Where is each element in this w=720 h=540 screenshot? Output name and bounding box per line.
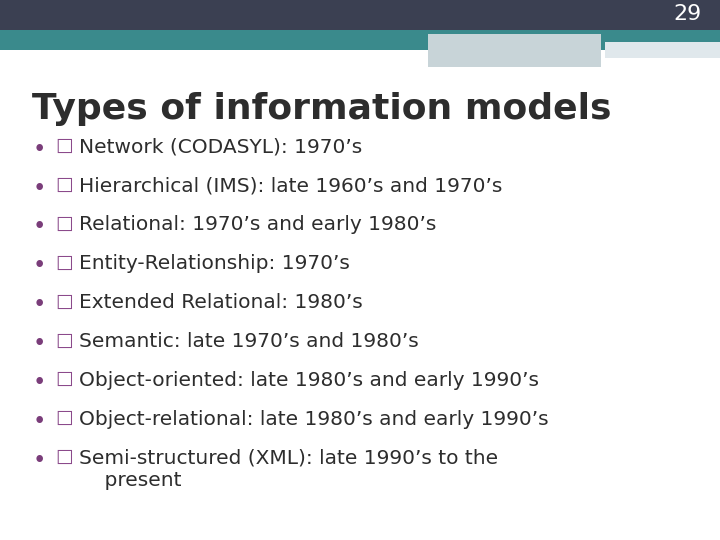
Text: •: • [32,215,46,239]
Text: □: □ [55,214,73,233]
Text: Extended Relational: 1980’s: Extended Relational: 1980’s [79,293,363,312]
Text: Semi-structured (XML): late 1990’s to the
    present: Semi-structured (XML): late 1990’s to th… [79,449,498,490]
Text: Object-oriented: late 1980’s and early 1990’s: Object-oriented: late 1980’s and early 1… [79,371,539,390]
Text: •: • [32,138,46,161]
Text: □: □ [55,136,73,155]
Text: □: □ [55,408,73,427]
Text: Semantic: late 1970’s and 1980’s: Semantic: late 1970’s and 1980’s [79,332,419,351]
Bar [428,34,601,66]
Text: •: • [32,293,46,316]
Text: •: • [32,332,46,355]
Text: Entity-Relationship: 1970’s: Entity-Relationship: 1970’s [79,254,350,273]
Text: □: □ [55,253,73,272]
Text: •: • [32,449,46,472]
Bar [0,0,720,30]
Bar [0,30,720,50]
Text: Relational: 1970’s and early 1980’s: Relational: 1970’s and early 1980’s [79,215,436,234]
Text: Hierarchical (IMS): late 1960’s and 1970’s: Hierarchical (IMS): late 1960’s and 1970… [79,177,503,195]
Text: •: • [32,177,46,200]
Text: Types of information models: Types of information models [32,92,612,126]
Text: □: □ [55,369,73,388]
Text: □: □ [55,175,73,194]
Bar [605,42,720,58]
Text: □: □ [55,447,73,466]
Text: □: □ [55,330,73,349]
Text: •: • [32,254,46,278]
Text: •: • [32,371,46,394]
Text: □: □ [55,292,73,310]
Text: Network (CODASYL): 1970’s: Network (CODASYL): 1970’s [79,138,362,157]
Text: Object-relational: late 1980’s and early 1990’s: Object-relational: late 1980’s and early… [79,410,549,429]
Text: •: • [32,410,46,433]
Text: 29: 29 [674,4,702,24]
